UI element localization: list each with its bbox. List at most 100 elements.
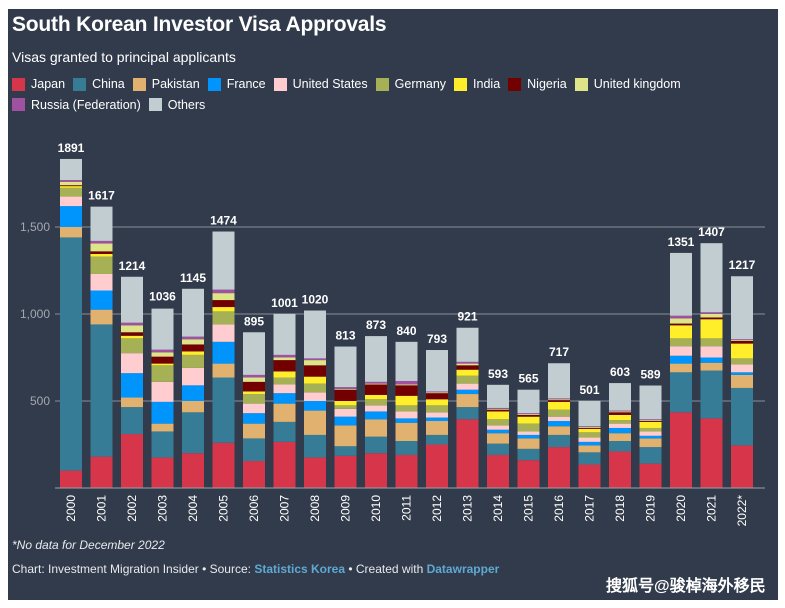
bar-segment [273, 354, 296, 358]
bar-segment [395, 341, 418, 381]
legend-label: Others [167, 97, 206, 112]
bar-segment [639, 463, 662, 488]
bar-segment [731, 358, 753, 365]
bar-segment [548, 399, 570, 401]
bar-segment [121, 373, 143, 398]
bar-segment [578, 428, 601, 433]
bar-segment [670, 412, 692, 488]
bar-segment [395, 384, 418, 386]
bar-segment [731, 387, 753, 446]
bar-segment [121, 325, 143, 333]
legend-label: Germany [394, 77, 447, 91]
total-label: 1891 [58, 141, 85, 155]
bar-segment [426, 392, 448, 394]
source-link[interactable]: Statistics Korea [254, 562, 346, 576]
bar-segment [700, 418, 723, 488]
bar-segment [334, 401, 357, 406]
bar-segment [90, 251, 113, 254]
bar-segment [426, 412, 448, 418]
bar-segment [243, 413, 265, 424]
footnote: *No data for December 2022 [12, 538, 165, 552]
bar-segment [456, 383, 479, 390]
x-tick-label: 2018 [613, 495, 627, 522]
bar-segment [517, 460, 540, 488]
bar-segment [517, 431, 540, 435]
legend-label: India [473, 77, 501, 91]
legend-label: Pakistan [151, 77, 200, 91]
x-tick-label: 2002 [125, 495, 139, 522]
stacked-bar-chart: 500 1,000 1,500 1891 2000 1617 2001 1214 2002 103… [20, 141, 765, 526]
bar-segment [395, 405, 418, 412]
total-label: 1036 [149, 290, 176, 304]
bar-segment [700, 357, 723, 363]
bar-segment [548, 434, 570, 448]
bar-segment [731, 340, 753, 344]
legend-swatch [508, 77, 522, 91]
bar-segment [90, 290, 113, 310]
bar-segment [273, 384, 296, 394]
bar-segment [60, 158, 82, 181]
bar-segment [426, 405, 448, 413]
bar-segment [670, 355, 692, 364]
bar-segment [212, 341, 235, 364]
x-tick-label: 2013 [461, 495, 475, 522]
bar-segment [60, 186, 82, 188]
bar-segment [487, 409, 509, 412]
x-tick-label: 2008 [308, 495, 322, 522]
datawrapper-link[interactable]: Datawrapper [426, 562, 500, 576]
bar-segment [304, 310, 326, 359]
bar-segment [243, 394, 265, 404]
legend-swatch [454, 77, 468, 91]
bar-segment [273, 377, 296, 385]
credit-prefix: Chart: Investment Migration Insider • So… [12, 562, 255, 576]
bar-segment [121, 338, 143, 354]
total-label: 1145 [180, 271, 206, 285]
bar-segment [151, 363, 174, 366]
legend-swatch [132, 77, 146, 91]
bar-segment [517, 389, 540, 414]
bar-segment [731, 445, 753, 488]
bar-segment [243, 461, 265, 488]
bar-segment [578, 464, 601, 488]
bar-segment [182, 401, 204, 413]
bar-segment [670, 363, 692, 373]
bar-segment [151, 423, 174, 432]
bar-segment [334, 425, 357, 447]
legend-item: Nigeria [508, 75, 567, 93]
bar-segment [273, 403, 296, 422]
y-tick-label: 1,000 [20, 307, 50, 321]
bar-segment [426, 421, 448, 435]
bar-segment [639, 421, 662, 428]
legend-swatch [73, 77, 87, 91]
bar-segment [456, 407, 479, 420]
bar-segment [60, 237, 82, 471]
total-label: 565 [518, 372, 538, 386]
bar-segment [182, 351, 204, 355]
bar-segment [212, 363, 235, 378]
bar-segment [426, 417, 448, 422]
bar-segment [517, 414, 540, 415]
bar-segment [365, 419, 387, 437]
bar-segment [212, 307, 235, 312]
total-label: 793 [427, 332, 447, 346]
bar-segment [639, 438, 662, 448]
bar-segment [212, 377, 235, 443]
bar-segment [639, 435, 662, 439]
total-label: 1020 [302, 293, 329, 307]
bar-segment [609, 451, 631, 488]
total-label: 1001 [271, 296, 298, 310]
bar-segment [365, 384, 387, 395]
bar-segment [121, 397, 143, 408]
bar-segment [121, 332, 143, 336]
bar-segment [212, 311, 235, 325]
bar-segment [639, 447, 662, 464]
bar-segment [639, 431, 662, 436]
bar-segment [548, 363, 570, 399]
bar-segment [609, 383, 631, 411]
x-tick-label: 2014 [491, 495, 505, 522]
bar-segment [365, 399, 387, 406]
bar-segment [548, 401, 570, 410]
bar-segment [639, 427, 662, 432]
bar-segment [670, 252, 692, 316]
bar-segment [548, 400, 570, 402]
